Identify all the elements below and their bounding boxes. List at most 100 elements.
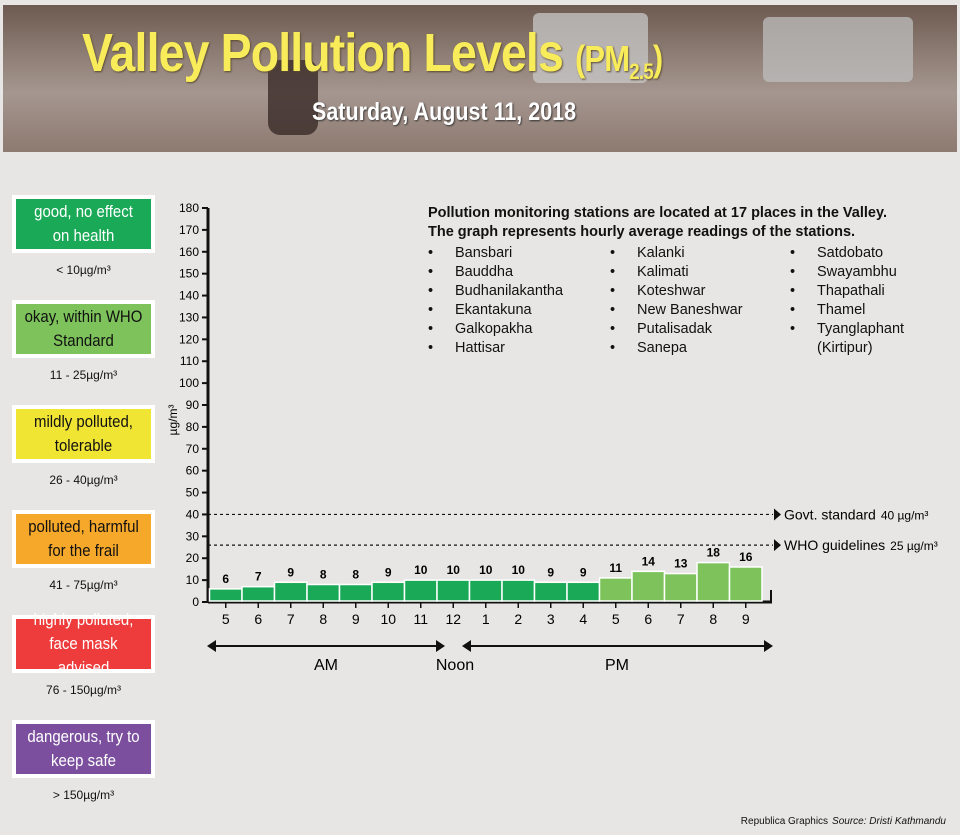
bar-value-label: 7 [255,570,262,584]
x-tick-label: 8 [319,611,327,627]
unit-prefix: (PM [574,38,630,79]
stations-column: BansbariBauddhaBudhanilakanthaEkantakuna… [428,244,578,358]
bar [338,583,373,602]
x-tick-label: 10 [380,611,396,627]
x-tick-label: 12 [445,611,461,627]
y-tick-label: 80 [186,420,200,434]
station-item: Bansbari [428,244,578,263]
legend-range: 11 - 25µg/m³ [49,368,118,382]
legend-label: dangerous, try to keep safe [27,727,140,770]
y-tick-label: 160 [179,245,199,259]
station-item: Tyanglaphant (Kirtipur) [790,320,940,358]
y-tick-label: 70 [186,442,200,456]
y-tick-label: 0 [192,595,199,609]
station-item: Swayambhu [790,263,940,282]
stations-column: KalankiKalimatiKoteshwarNew BaneshwarPut… [610,244,760,358]
unit-sub: 2.5 [629,59,654,85]
y-tick-label: 30 [186,529,200,543]
bar [371,581,406,602]
title-text: Valley Pollution Levels [82,23,564,83]
station-item: Hattisar [428,339,578,358]
x-tick-label: 7 [677,611,685,627]
bar-value-label: 9 [287,565,294,579]
legend-range: 41 - 75µg/m³ [49,578,118,592]
station-item: Putalisadak [610,320,760,339]
legend-label: good, no effect on health [34,202,133,245]
stations-intro-2: The graph represents hourly average read… [428,224,856,240]
bar [663,572,698,602]
station-item: Koteshwar [610,282,760,301]
station-item: Budhanilakantha [428,282,578,301]
legend-box: good, no effect on health [12,195,155,253]
legend-label: highly polluted, face mask advised [33,610,134,677]
station-item: Ekantakuna [428,301,578,320]
x-tick-label: 6 [254,611,262,627]
x-tick-label: 11 [413,611,428,627]
bar-value-label: 8 [352,567,359,581]
x-tick-label: 9 [352,611,360,627]
station-item: Kalanki [610,244,760,263]
station-item: Satdobato [790,244,940,263]
reference-arrow-icon [774,539,781,552]
header-banner [3,5,957,152]
bar [598,577,633,602]
y-tick-label: 150 [179,267,199,281]
legend-label: mildly polluted, tolerable [34,412,133,455]
y-tick-label: 60 [186,464,200,478]
station-item: New Baneshwar [610,301,760,320]
bar [306,583,341,602]
bar-value-label: 16 [739,550,753,564]
y-tick-label: 50 [186,486,200,500]
banner-photo-car [533,13,648,83]
bar-value-label: 9 [547,565,554,579]
station-item: Galkopakha [428,320,578,339]
x-tick-label: 5 [612,611,620,627]
noon-label: Noon [436,657,474,674]
y-tick-label: 120 [179,332,199,346]
legend-box: okay, within WHO Standard [12,300,155,358]
footer: Republica Graphics Source: Dristi Kathman… [741,816,946,827]
bar [566,581,601,602]
legend-range: > 150µg/m³ [52,788,115,802]
bar [468,579,503,602]
bar-value-label: 6 [222,572,229,586]
legend-range: 26 - 40µg/m³ [49,473,118,487]
station-item: Thamel [790,301,940,320]
x-tick-label: 2 [514,611,522,627]
y-tick-label: 40 [186,507,200,521]
bar [501,579,536,602]
reference-name: WHO guidelines [784,537,885,553]
station-item: Kalimati [610,263,760,282]
bar [436,579,471,602]
legend-box: polluted, harmful for the frail [12,510,155,568]
date-subtitle: Saturday, August 11, 2018 [312,98,577,126]
bar-value-label: 10 [447,563,461,577]
bar-value-label: 14 [642,554,656,568]
x-tick-label: 5 [222,611,230,627]
bar-value-label: 9 [580,565,587,579]
bar-value-label: 18 [707,546,721,560]
bar-value-label: 10 [512,563,526,577]
y-tick-label: 140 [179,289,199,303]
stations-info: Pollution monitoring stations are locate… [428,204,904,358]
x-tick-label: 9 [742,611,750,627]
bar [241,585,276,602]
y-tick-label: 110 [180,354,199,368]
x-tick-label: 3 [547,611,555,627]
reference-name: Govt. standard [784,506,876,522]
legend-box: highly polluted, face mask advised [12,610,155,677]
y-tick-label: 130 [179,310,199,324]
page-title: Valley Pollution Levels (PM2.5) [82,22,663,85]
y-tick-label: 10 [186,573,200,587]
station-item: Sanepa [610,339,760,358]
banner-photo-jeep [763,17,913,82]
bar [631,570,666,602]
am-label: AM [314,657,338,674]
reference-label: Govt. standard 40 µg/m³ [784,506,928,522]
bar-value-label: 8 [320,567,327,581]
x-tick-label: 8 [709,611,717,627]
y-tick-label: 100 [179,376,199,390]
legend-box: dangerous, try to keep safe [12,720,155,778]
y-tick-label: 170 [179,223,199,237]
bar [273,581,308,602]
